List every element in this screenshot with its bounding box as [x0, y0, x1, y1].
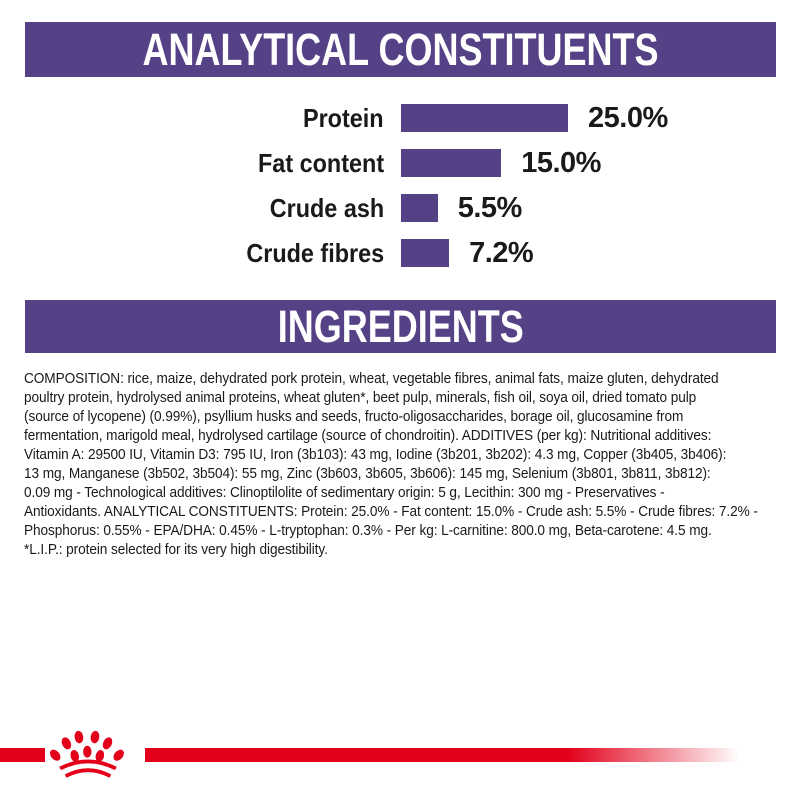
- brand-accent-line: [0, 748, 747, 762]
- chart-row-protein: Protein 25.0%: [0, 101, 800, 134]
- chart-row-fat-content: Fat content 15.0%: [0, 146, 800, 179]
- chart-value-label: 25.0%: [588, 101, 668, 134]
- chart-row-crude-fibres: Crude fibres 7.2%: [0, 236, 800, 269]
- chart-value-label: 5.5%: [457, 191, 523, 224]
- chart-row-crude-ash: Crude ash 5.5%: [0, 191, 800, 224]
- analytical-constituents-title: ANALYTICAL CONSTITUENTS: [142, 23, 659, 75]
- chart-bar: [401, 104, 568, 132]
- chart-bar: [401, 149, 502, 177]
- composition-text: COMPOSITION: rice, maize, dehydrated por…: [24, 370, 758, 558]
- chart-value-label: 7.2%: [469, 236, 534, 269]
- ingredients-title: INGREDIENTS: [277, 300, 524, 352]
- chart-bar: [401, 239, 450, 267]
- chart-category-label: Protein: [303, 102, 384, 133]
- chart-value-label: 15.0%: [521, 146, 601, 179]
- analytical-constituents-header: ANALYTICAL CONSTITUENTS: [25, 22, 776, 77]
- chart-category-label: Crude ash: [269, 192, 384, 223]
- ingredients-header: INGREDIENTS: [25, 300, 776, 353]
- chart-category-label: Fat content: [257, 147, 384, 178]
- analytical-constituents-bar-chart: Protein 25.0% Fat content 15.0% Crude as…: [0, 101, 800, 284]
- royal-canin-crown-logo-icon: [50, 730, 124, 778]
- chart-bar: [401, 194, 438, 222]
- chart-category-label: Crude fibres: [246, 237, 384, 268]
